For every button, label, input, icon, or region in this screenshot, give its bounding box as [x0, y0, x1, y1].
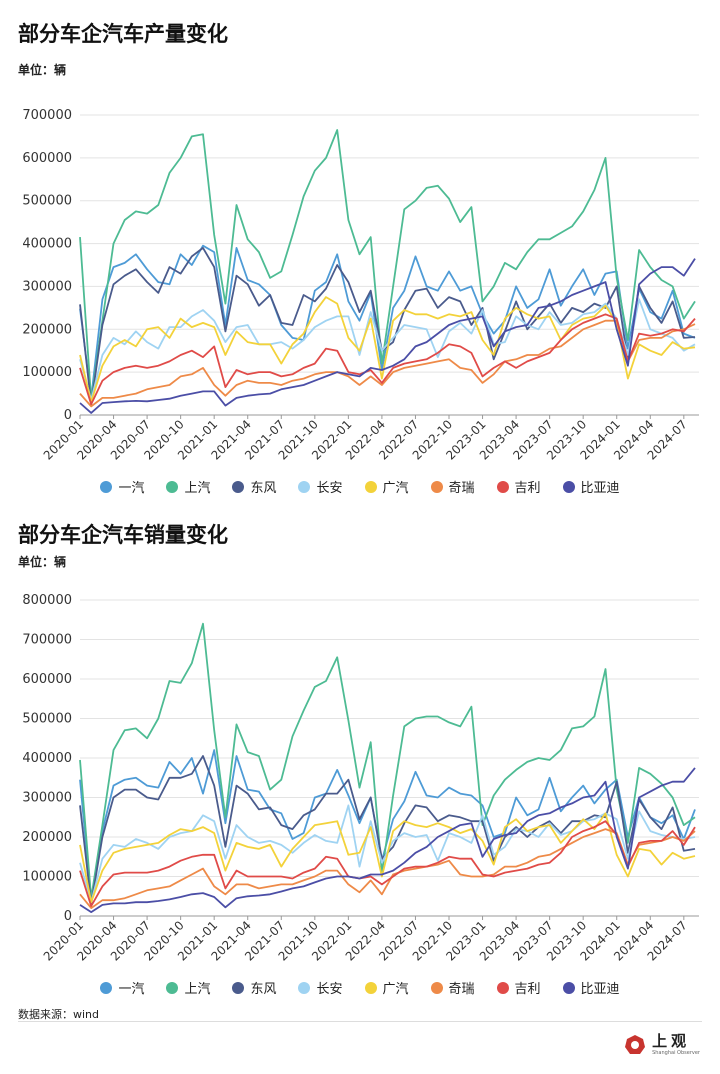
legend-dot-icon — [562, 480, 575, 493]
legend-label: 东风 — [250, 982, 277, 997]
legend-item[interactable]: 一汽 — [100, 978, 144, 997]
y-tick-label: 100000 — [22, 870, 72, 885]
production-line-chart: 0 100000 200000 300000 400000 500000 600000 700… — [22, 108, 699, 463]
legend-label: 广汽 — [382, 481, 409, 496]
legend-item[interactable]: 长安 — [298, 477, 343, 496]
legend-label: 一汽 — [118, 481, 145, 496]
y-tick-label: 800000 — [22, 593, 72, 608]
series-line-广汽 — [79, 296, 696, 403]
legend-label: 上汽 — [184, 481, 211, 496]
legend-item[interactable]: 上汽 — [166, 978, 210, 997]
y-tick-label: 500000 — [22, 194, 72, 209]
legend-item[interactable]: 一汽 — [100, 477, 144, 496]
y-tick-label: 200000 — [22, 322, 72, 337]
legend-dot-icon — [232, 480, 245, 493]
legend-label: 奇瑞 — [448, 982, 475, 997]
logo-text-en: Shanghai Observer — [652, 1050, 700, 1056]
legend-item[interactable]: 比亚迪 — [562, 477, 620, 496]
legend-label: 吉利 — [514, 481, 541, 496]
legend-label: 比亚迪 — [580, 481, 620, 496]
chart-unit-label: 单位：辆 — [18, 63, 67, 77]
legend-item[interactable]: 广汽 — [364, 978, 409, 997]
legend-dot-icon — [100, 480, 113, 493]
divider — [18, 1021, 702, 1022]
y-tick-label: 300000 — [22, 791, 72, 806]
legend-label: 一汽 — [118, 982, 145, 997]
legend-dot-icon — [496, 981, 509, 994]
sales-legend: 一汽 上汽 东风 长安 广汽 奇瑞 吉利 比亚迪 — [0, 978, 720, 997]
legend-dot-icon — [562, 981, 575, 994]
y-tick-label: 400000 — [22, 237, 72, 252]
y-tick-label: 300000 — [22, 279, 72, 294]
series-line-比亚迪 — [79, 258, 696, 414]
legend-item[interactable]: 广汽 — [364, 477, 409, 496]
chart-unit-label: 单位：辆 — [18, 555, 67, 569]
legend-dot-icon — [100, 981, 113, 994]
y-tick-label: 400000 — [22, 751, 72, 766]
legend-item[interactable]: 奇瑞 — [430, 978, 475, 997]
series-line-一汽 — [79, 244, 696, 399]
y-tick-label: 200000 — [22, 830, 72, 845]
legend-item[interactable]: 长安 — [298, 978, 343, 997]
chart-title: 部分车企汽车销量变化 — [18, 523, 228, 547]
series-line-比亚迪 — [79, 767, 696, 913]
legend-item[interactable]: 比亚迪 — [562, 978, 620, 997]
legend-dot-icon — [232, 981, 245, 994]
legend-item[interactable]: 奇瑞 — [430, 477, 475, 496]
legend-dot-icon — [430, 480, 443, 493]
legend-dot-icon — [298, 480, 311, 493]
production-legend: 一汽 上汽 东风 长安 广汽 奇瑞 吉利 比亚迪 — [0, 477, 720, 496]
legend-label: 上汽 — [184, 982, 211, 997]
legend-dot-icon — [364, 480, 377, 493]
series-line-广汽 — [79, 812, 696, 904]
y-tick-label: 100000 — [22, 365, 72, 380]
shanghai-observer-logo: 上观 Shanghai Observer — [624, 1034, 700, 1056]
legend-label: 长安 — [316, 481, 343, 496]
legend-dot-icon — [298, 981, 311, 994]
legend-dot-icon — [496, 480, 509, 493]
y-tick-label: 700000 — [22, 108, 72, 123]
chart-title: 部分车企汽车产量变化 — [18, 22, 228, 46]
legend-label: 东风 — [250, 481, 277, 496]
logo-mark-icon — [625, 1035, 646, 1054]
legend-item[interactable]: 吉利 — [496, 477, 541, 496]
legend-dot-icon — [166, 480, 179, 493]
legend-item[interactable]: 东风 — [232, 978, 276, 997]
series-line-上汽 — [79, 129, 696, 401]
legend-dot-icon — [166, 981, 179, 994]
series-line-吉利 — [79, 820, 696, 907]
legend-dot-icon — [364, 981, 377, 994]
legend-item[interactable]: 吉利 — [496, 978, 541, 997]
legend-label: 比亚迪 — [580, 982, 620, 997]
series-line-一汽 — [79, 749, 696, 902]
y-tick-label: 700000 — [22, 633, 72, 648]
legend-label: 奇瑞 — [448, 481, 475, 496]
legend-label: 广汽 — [382, 982, 409, 997]
legend-label: 吉利 — [514, 982, 541, 997]
series-line-奇瑞 — [79, 828, 696, 909]
logo-text-cn: 上观 — [652, 1032, 691, 1050]
y-tick-label: 500000 — [22, 712, 72, 727]
y-tick-label: 600000 — [22, 672, 72, 687]
legend-item[interactable]: 上汽 — [166, 477, 210, 496]
series-line-奇瑞 — [79, 319, 696, 408]
series-line-吉利 — [79, 313, 696, 406]
legend-item[interactable]: 东风 — [232, 477, 276, 496]
series-line-长安 — [79, 298, 696, 401]
data-source-note: 数据来源：wind — [18, 1008, 100, 1021]
y-tick-label: 600000 — [22, 151, 72, 166]
sales-line-chart: 0 100000 200000 300000 400000 500000 600000 700… — [22, 593, 699, 964]
y-tick-label: 0 — [64, 909, 72, 924]
y-tick-label: 0 — [64, 408, 72, 423]
series-line-上汽 — [79, 622, 696, 900]
legend-label: 长安 — [316, 982, 343, 997]
legend-dot-icon — [430, 981, 443, 994]
